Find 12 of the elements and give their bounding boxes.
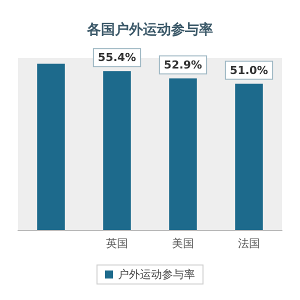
x-tick-label: 美国 (172, 237, 194, 250)
bar (37, 64, 65, 230)
bar (103, 71, 131, 230)
legend-label: 户外运动参与率 (118, 268, 195, 281)
chart-title: 各国户外运动参与率 (86, 21, 213, 38)
bar (169, 78, 197, 230)
x-tick-label: 英国 (106, 237, 128, 250)
bar (235, 84, 263, 230)
data-label: 51.0% (230, 64, 268, 77)
x-tick-label: 法国 (238, 237, 260, 250)
data-label: 55.4% (98, 51, 136, 64)
data-label: 52.9% (164, 58, 202, 72)
